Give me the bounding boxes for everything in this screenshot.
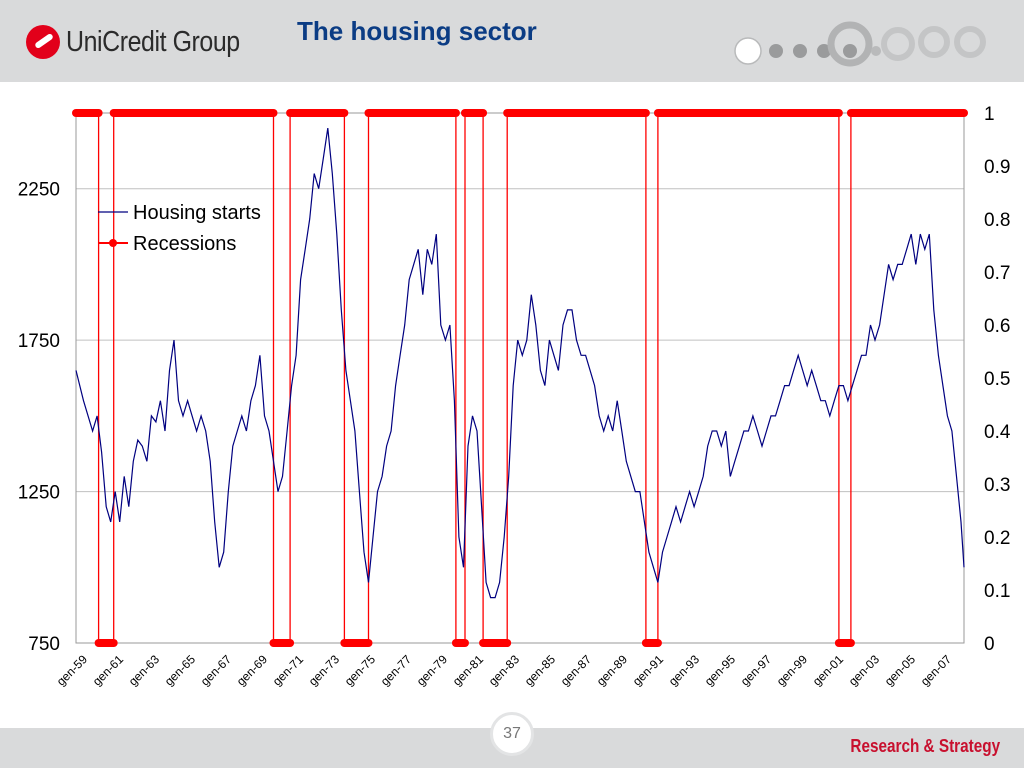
x-tick-label: gen-77 bbox=[378, 652, 415, 689]
x-tick-label: gen-91 bbox=[630, 652, 667, 689]
y-left-tick-label: 1250 bbox=[18, 483, 60, 504]
x-tick-label: gen-05 bbox=[882, 652, 919, 689]
y-right-tick-label: 0 bbox=[984, 634, 995, 655]
y-right-tick-label: 1 bbox=[984, 104, 995, 125]
y-left-tick-label: 2250 bbox=[18, 180, 60, 201]
plot-area bbox=[75, 112, 965, 644]
page-number: 37 bbox=[490, 712, 534, 756]
x-tick-label: gen-03 bbox=[846, 652, 883, 689]
chart-gridlines bbox=[76, 188, 964, 644]
recession-series bbox=[72, 109, 968, 647]
y-right-tick-label: 0.2 bbox=[984, 528, 1010, 549]
y-left-tick-label: 750 bbox=[28, 634, 60, 655]
y-right-tick-label: 0.7 bbox=[984, 263, 1010, 284]
y-right-tick-label: 0.8 bbox=[984, 210, 1010, 231]
y-right-tick-label: 0.3 bbox=[984, 475, 1010, 496]
x-tick-label: gen-99 bbox=[774, 652, 811, 689]
x-tick-label: gen-63 bbox=[126, 652, 163, 689]
x-tick-label: gen-65 bbox=[162, 652, 199, 689]
housing-chart: 750 1250 1750 2250 0 0.1 0.2 0.3 0.4 0.5 0.6 0.7 0.… bbox=[18, 104, 1011, 689]
x-tick-label: gen-75 bbox=[342, 652, 379, 689]
x-tick-label: gen-61 bbox=[90, 652, 127, 689]
x-tick-label: gen-83 bbox=[486, 652, 523, 689]
y-right-tick-label: 0.9 bbox=[984, 157, 1010, 178]
legend-housing-label: Housing starts bbox=[133, 202, 261, 224]
legend-recessions-label: Recessions bbox=[133, 233, 236, 255]
x-tick-label: gen-93 bbox=[666, 652, 703, 689]
x-tick-label: gen-89 bbox=[594, 652, 631, 689]
housing-starts-line bbox=[75, 128, 965, 599]
y-left-tick-label: 1750 bbox=[18, 331, 60, 352]
slide-title: The housing sector bbox=[297, 16, 537, 46]
x-tick-label: gen-67 bbox=[198, 652, 235, 689]
unicredit-logo-icon bbox=[26, 25, 60, 59]
x-tick-label: gen-73 bbox=[306, 652, 343, 689]
y-right-tick-label: 0.4 bbox=[984, 422, 1011, 443]
decorative-circles-icon bbox=[734, 21, 986, 67]
x-tick-label: gen-85 bbox=[522, 652, 559, 689]
page-number-text: 37 bbox=[503, 725, 521, 742]
unicredit-logo: UniCredit Group bbox=[26, 22, 268, 62]
x-tick-label: gen-79 bbox=[414, 652, 451, 689]
y-axis-left: 750 1250 1750 2250 bbox=[18, 180, 60, 655]
y-right-tick-label: 0.5 bbox=[984, 369, 1010, 390]
y-right-tick-label: 0.6 bbox=[984, 316, 1010, 337]
x-tick-label: gen-97 bbox=[738, 652, 775, 689]
chart-legend: Housing starts Recessions bbox=[98, 202, 261, 255]
x-tick-label: gen-07 bbox=[918, 652, 955, 689]
x-tick-label: gen-87 bbox=[558, 652, 595, 689]
x-tick-label: gen-81 bbox=[450, 652, 487, 689]
header-bar bbox=[0, 0, 1024, 82]
x-axis: gen-59 gen-61 gen-63 gen-65 gen-67 gen-69 gen-… bbox=[54, 652, 955, 689]
y-right-tick-label: 0.1 bbox=[984, 581, 1010, 602]
x-tick-label: gen-95 bbox=[702, 652, 739, 689]
x-tick-label: gen-69 bbox=[234, 652, 271, 689]
logo-text: UniCredit Group bbox=[66, 25, 240, 58]
x-tick-label: gen-71 bbox=[270, 652, 307, 689]
x-tick-label: gen-59 bbox=[54, 652, 91, 689]
legend-recessions-marker bbox=[109, 239, 117, 247]
footer-brand: Research & Strategy bbox=[850, 736, 1000, 756]
x-tick-label: gen-01 bbox=[810, 652, 847, 689]
y-axis-right: 0 0.1 0.2 0.3 0.4 0.5 0.6 0.7 0.8 0.9 1 bbox=[984, 104, 1011, 655]
recession-line bbox=[76, 112, 964, 644]
